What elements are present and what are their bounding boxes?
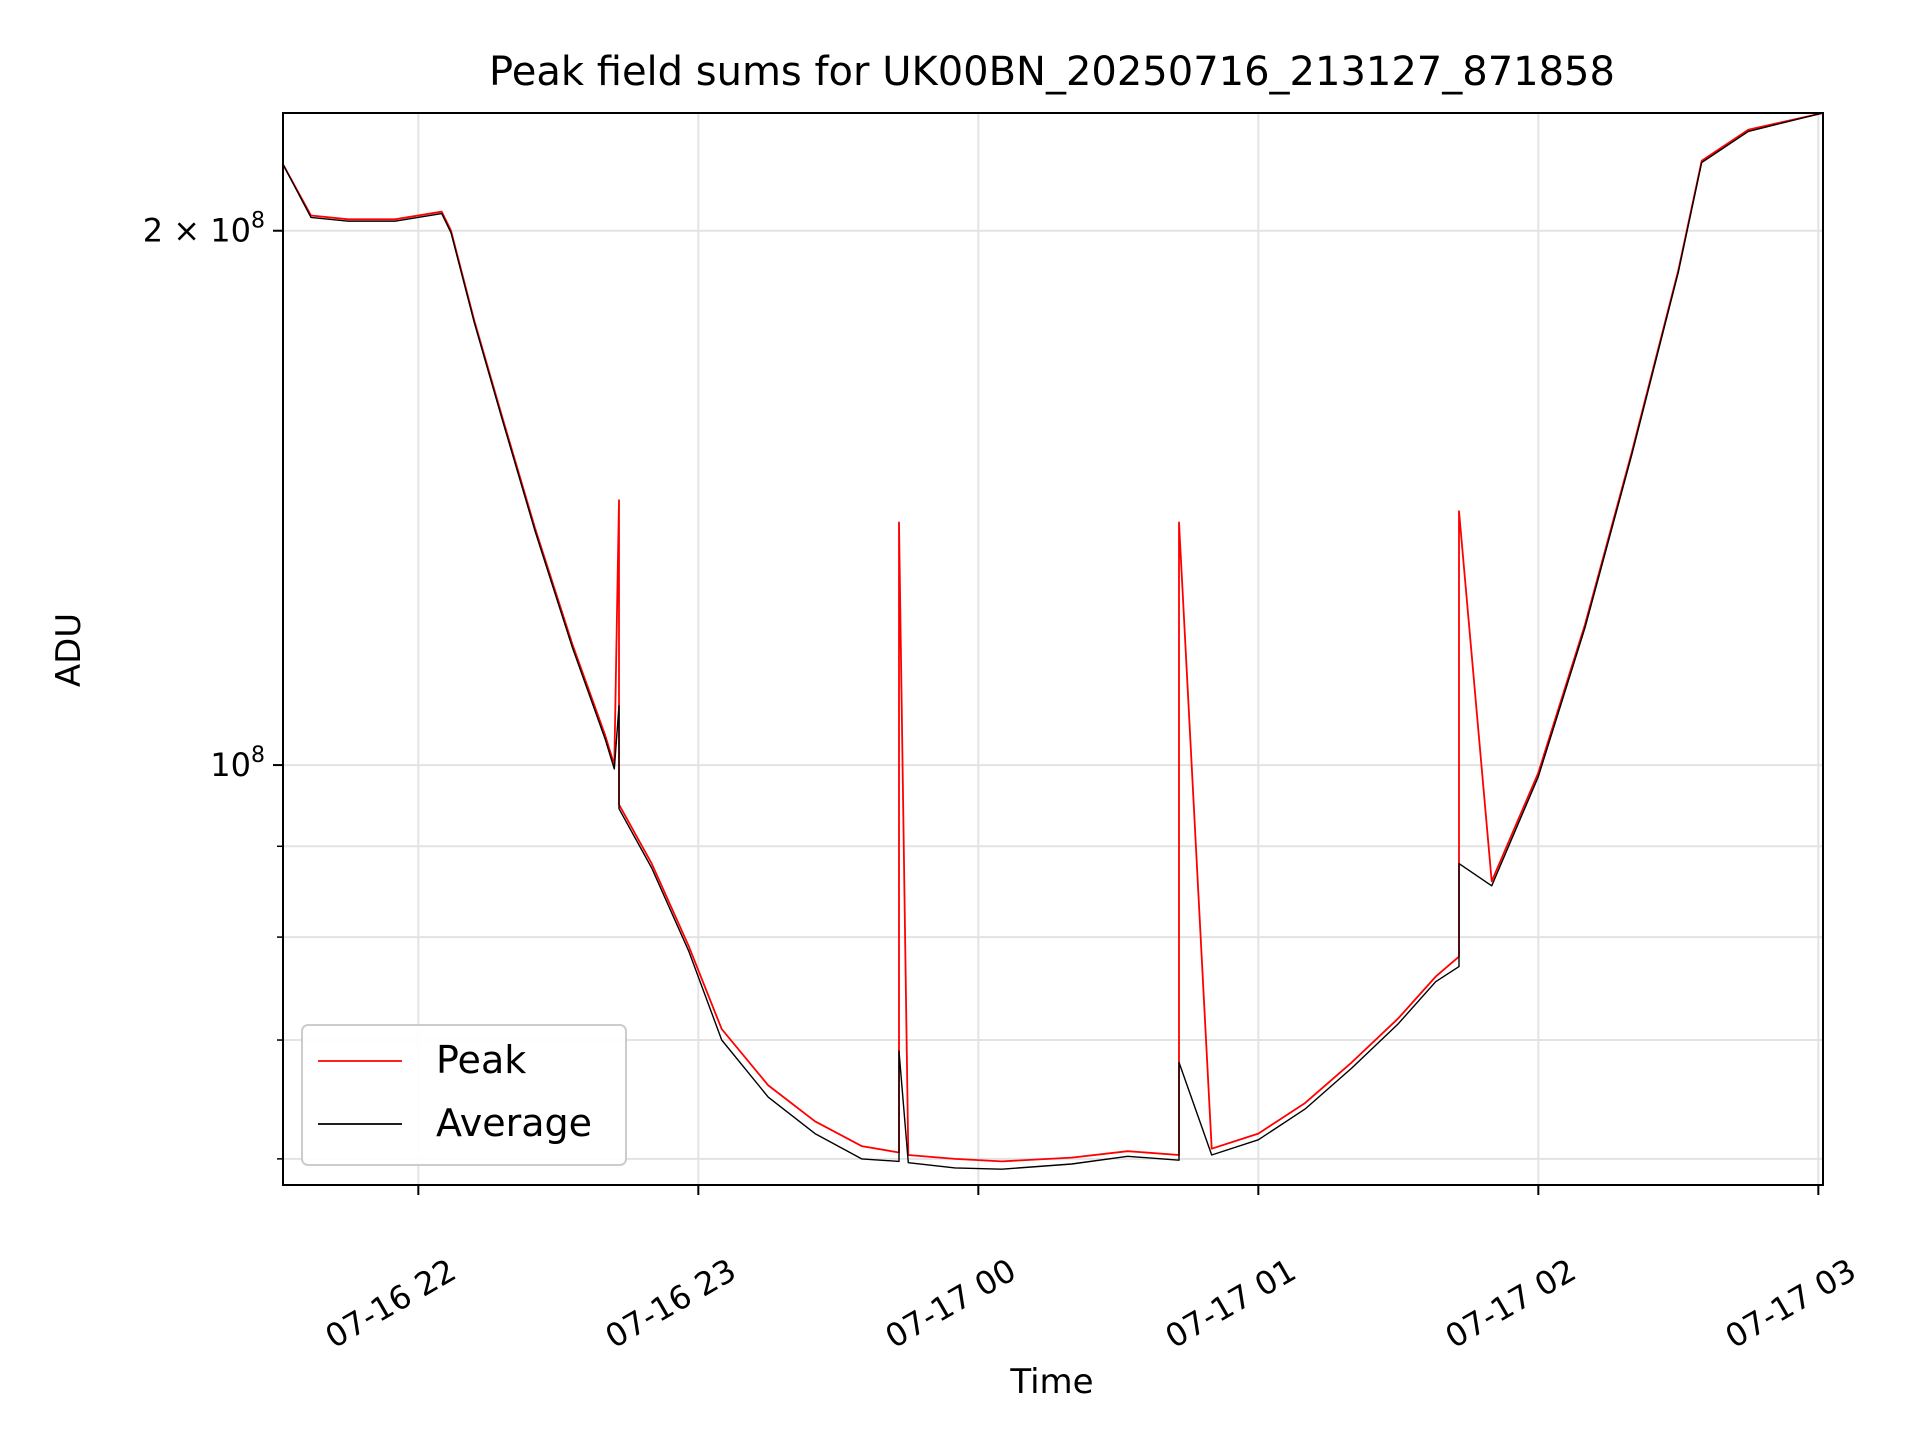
y-tick-label: 108	[210, 743, 265, 784]
legend-label-average: Average	[436, 1101, 592, 1145]
y-tick-label: 2 × 108	[143, 209, 265, 250]
y-axis-label: ADU	[49, 613, 89, 687]
y-axis-ticks: 2 × 108 108	[143, 209, 283, 1160]
series-lines	[282, 112, 1824, 1170]
series-line-average	[282, 112, 1824, 1170]
plot-frame	[282, 112, 1824, 1186]
chart-title: Peak field sums for UK00BN_20250716_2131…	[489, 49, 1615, 95]
legend-label-peak: Peak	[436, 1038, 526, 1082]
x-axis-label: Time	[1009, 1362, 1093, 1402]
legend-box	[301, 1024, 627, 1166]
legend: Peak Average	[301, 1024, 627, 1166]
